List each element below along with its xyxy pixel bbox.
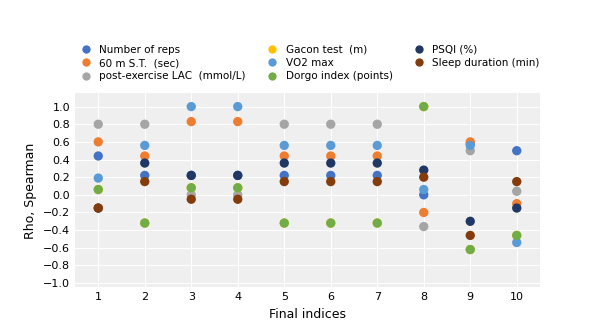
Point [326,122,335,127]
Point [187,185,196,190]
Point [233,197,242,202]
Point [280,221,289,226]
Point [466,247,475,252]
Point [326,153,335,159]
Point [512,240,521,245]
Point [233,185,242,190]
Point [419,210,428,215]
Point [466,219,475,224]
Point [140,221,149,226]
Point [94,205,103,211]
Point [419,168,428,173]
Point [280,173,289,178]
Point [419,104,428,109]
Point [326,161,335,166]
Point [512,201,521,206]
Point [466,247,475,252]
Point [140,221,149,226]
Point [187,197,196,202]
Point [419,224,428,229]
Point [94,187,103,192]
Point [419,192,428,197]
Point [233,173,242,178]
Point [280,122,289,127]
Point [94,187,103,192]
Point [187,173,196,178]
Point [233,173,242,178]
X-axis label: Final indices: Final indices [269,308,346,321]
Point [233,104,242,109]
Point [187,104,196,109]
Point [280,161,289,166]
Y-axis label: Rho, Spearman: Rho, Spearman [25,142,37,239]
Point [419,187,428,192]
Point [373,173,382,178]
Point [326,221,335,226]
Point [140,122,149,127]
Point [373,161,382,166]
Point [140,143,149,148]
Point [233,185,242,190]
Point [326,221,335,226]
Point [233,192,242,197]
Point [373,221,382,226]
Point [466,141,475,146]
Point [373,122,382,127]
Legend: Number of reps, 60 m S.T.  (sec), post-exercise LAC  (mmol/L), Gacon test  (m), : Number of reps, 60 m S.T. (sec), post-ex… [76,45,539,81]
Point [326,173,335,178]
Point [280,221,289,226]
Point [466,143,475,148]
Point [466,139,475,144]
Point [280,153,289,159]
Point [512,233,521,238]
Point [140,161,149,166]
Point [373,143,382,148]
Point [326,179,335,184]
Point [187,119,196,124]
Point [512,179,521,184]
Point [233,119,242,124]
Point [466,233,475,238]
Point [187,173,196,178]
Point [280,143,289,148]
Point [326,143,335,148]
Point [140,179,149,184]
Point [419,104,428,109]
Point [512,148,521,153]
Point [466,148,475,153]
Point [94,205,103,211]
Point [94,175,103,181]
Point [187,185,196,190]
Point [140,173,149,178]
Point [187,192,196,197]
Point [512,205,521,211]
Point [94,153,103,159]
Point [94,139,103,144]
Point [512,233,521,238]
Point [373,153,382,159]
Point [140,153,149,159]
Point [373,221,382,226]
Point [280,179,289,184]
Point [94,122,103,127]
Point [373,179,382,184]
Point [512,189,521,194]
Point [419,175,428,180]
